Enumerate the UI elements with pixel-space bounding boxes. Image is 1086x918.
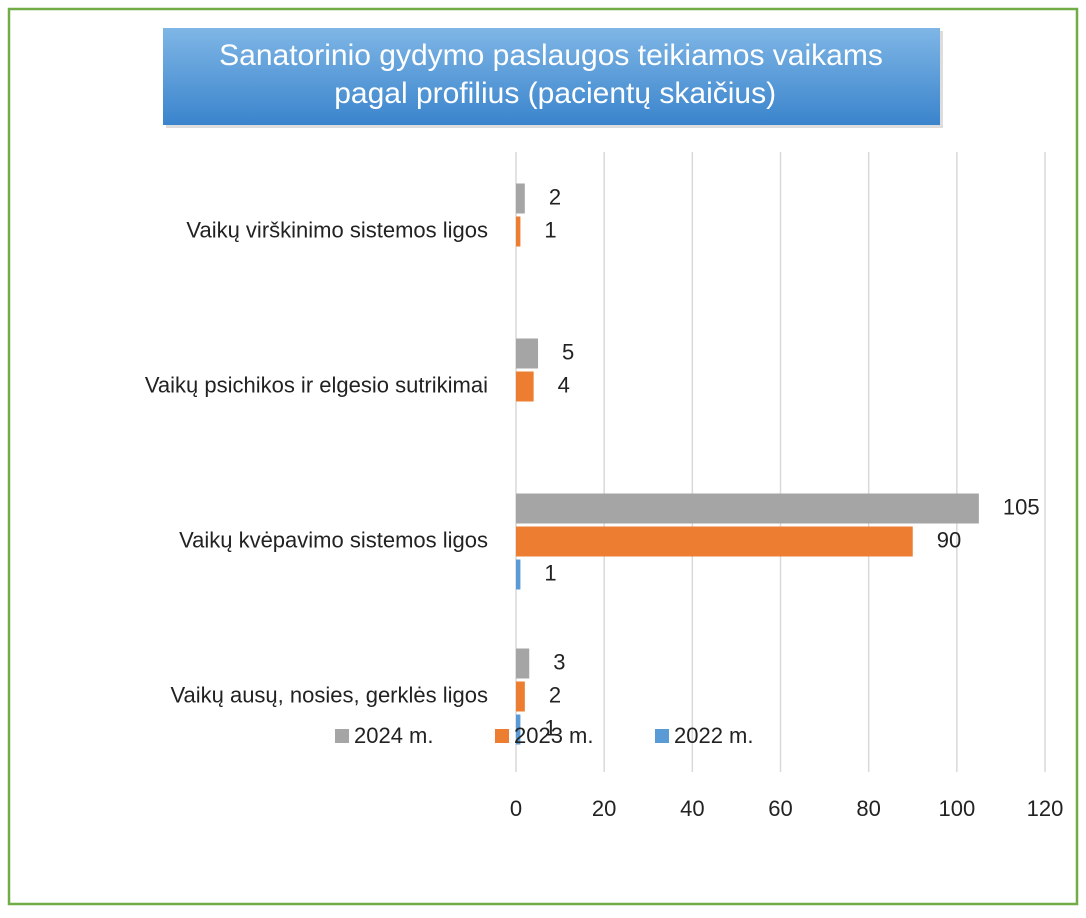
legend-swatch [655, 729, 669, 743]
data-label: 1 [544, 715, 556, 740]
title-box [163, 28, 940, 125]
y-tick-label: Vaikų kvėpavimo sistemos ligos [179, 527, 488, 552]
y-tick-label: Vaikų ausų, nosies, gerklės ligos [170, 682, 488, 707]
legend-label: 2023 m. [514, 723, 594, 748]
legend-label: 2022 m. [674, 723, 754, 748]
frame [7, 7, 1079, 906]
data-label: 1 [544, 217, 556, 242]
data-label: 105 [1003, 494, 1040, 519]
data-label: 4 [558, 372, 570, 397]
bar [516, 648, 530, 679]
chart-title: Sanatorinio gydymo paslaugos teikiamos v… [219, 39, 883, 110]
bar [516, 714, 521, 745]
bar [516, 371, 534, 402]
legend-swatch [335, 729, 349, 743]
legend-label: 2024 m. [354, 723, 434, 748]
bar [516, 681, 525, 712]
bar [516, 183, 525, 214]
data-label: 1 [544, 560, 556, 585]
data-label: 3 [553, 649, 565, 674]
x-tick-label: 60 [768, 796, 792, 821]
x-tick-label: 40 [680, 796, 704, 821]
data-label: 2 [549, 682, 561, 707]
y-tick-label: Vaikų psichikos ir elgesio sutrikimai [145, 372, 488, 397]
x-tick-label: 120 [1027, 796, 1064, 821]
data-label: 5 [562, 339, 574, 364]
bar [516, 559, 521, 590]
bar [516, 526, 913, 557]
y-tick-label: Vaikų virškinimo sistemos ligos [186, 217, 488, 242]
x-tick-label: 20 [592, 796, 616, 821]
data-label: 90 [937, 527, 961, 552]
x-tick-label: 100 [938, 796, 975, 821]
data-label: 2 [549, 184, 561, 209]
x-tick-label: 0 [510, 796, 522, 821]
legend-swatch [495, 729, 509, 743]
x-tick-label: 80 [856, 796, 880, 821]
bar [516, 216, 521, 247]
bar [516, 338, 539, 369]
bar [516, 493, 979, 524]
